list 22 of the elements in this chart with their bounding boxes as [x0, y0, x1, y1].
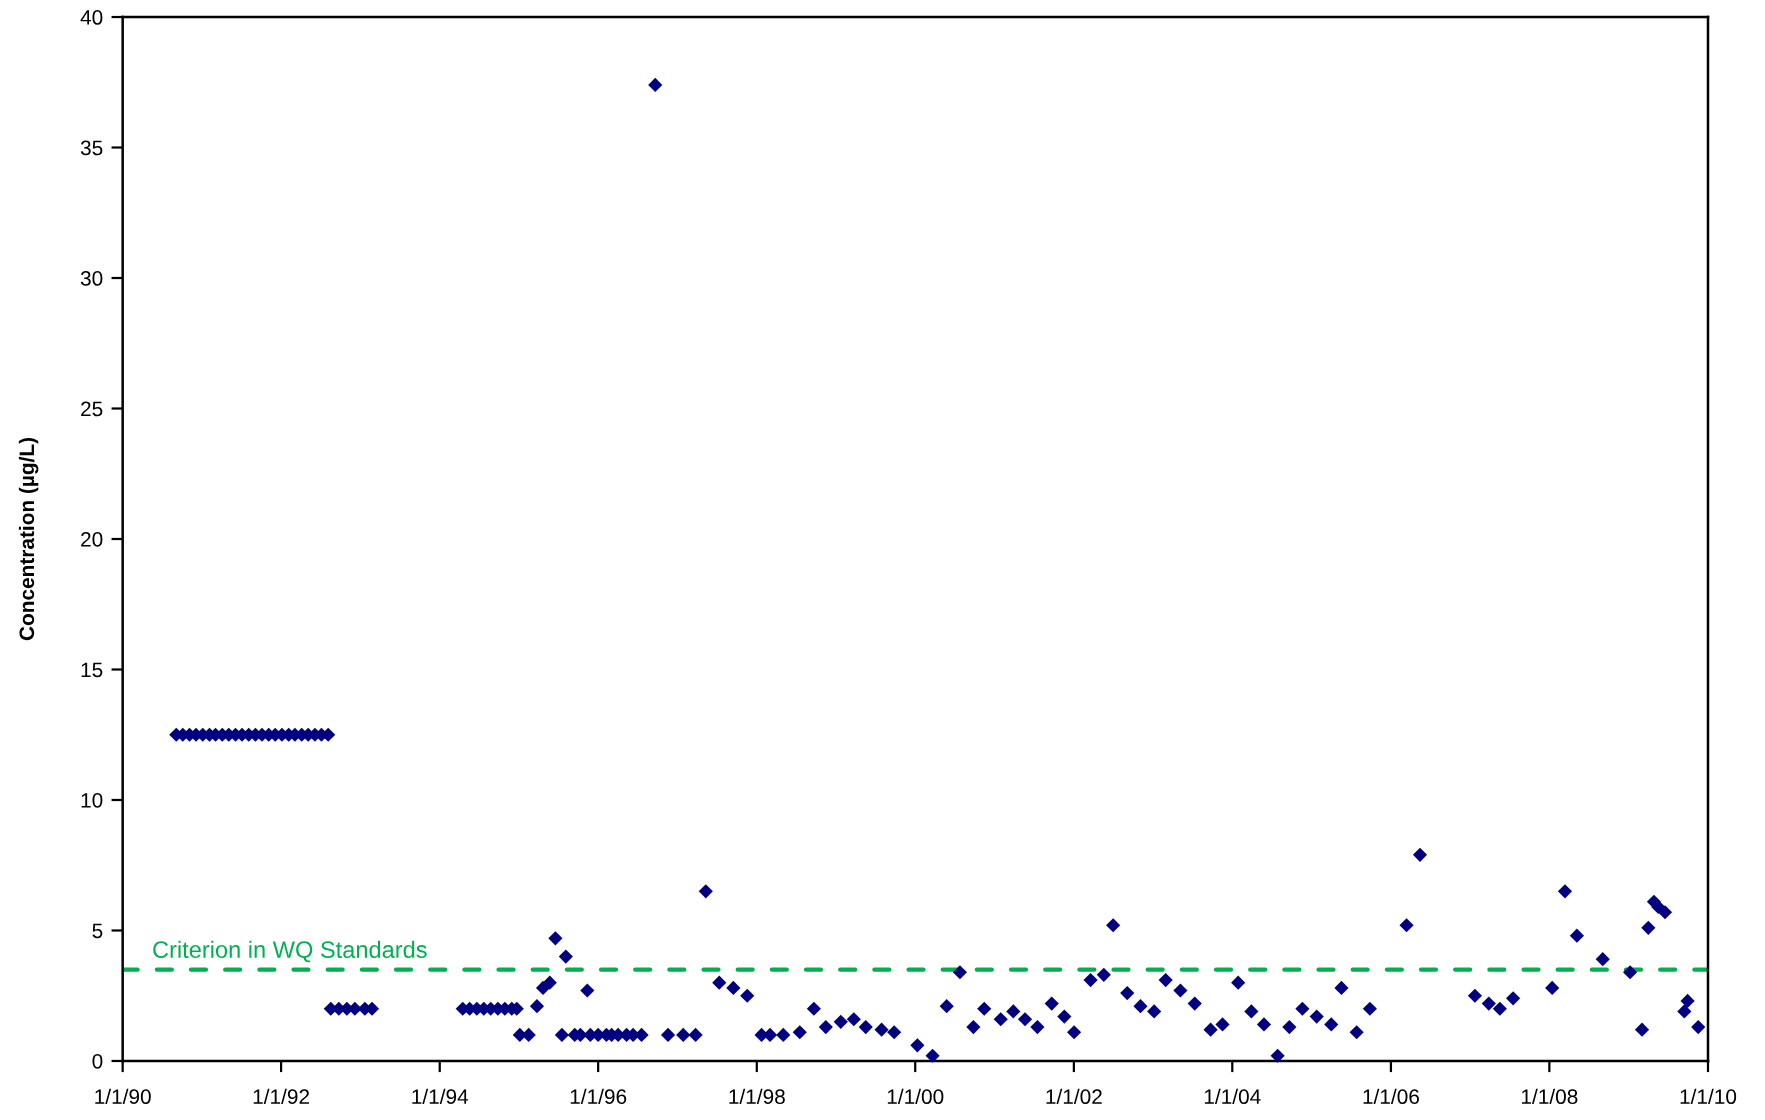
y-tick-label: 30: [80, 271, 103, 286]
y-axis-title: Concentration (µg/L): [18, 437, 39, 641]
y-tick-label: 0: [92, 1053, 103, 1069]
ref-line-label: Criterion in WQ Standards: [153, 940, 427, 963]
x-tick-label: 1/1/06: [1363, 1088, 1419, 1105]
x-tick-label: 1/1/10: [1680, 1088, 1737, 1105]
y-tick-label: 5: [92, 923, 103, 939]
x-tick-label: 1/1/00: [887, 1088, 944, 1105]
y-tick-label: 25: [81, 401, 103, 417]
x-tick-label: 1/1/04: [1204, 1088, 1261, 1105]
x-tick-label: 1/1/98: [729, 1088, 785, 1105]
x-tick-label: 1/1/92: [253, 1088, 310, 1105]
x-tick-label: 1/1/08: [1521, 1088, 1578, 1105]
y-tick-label: 15: [81, 662, 103, 678]
x-tick-label: 1/1/94: [412, 1088, 469, 1105]
y-tick-label: 20: [81, 532, 103, 547]
x-tick-label: 1/1/96: [570, 1088, 627, 1105]
y-tick-label: 40: [80, 10, 103, 25]
y-tick-label: 10: [81, 792, 103, 808]
x-tick-label: 1/1/90: [95, 1088, 151, 1105]
y-tick-label: 35: [80, 140, 103, 156]
x-tick-label: 1/1/02: [1046, 1088, 1102, 1105]
